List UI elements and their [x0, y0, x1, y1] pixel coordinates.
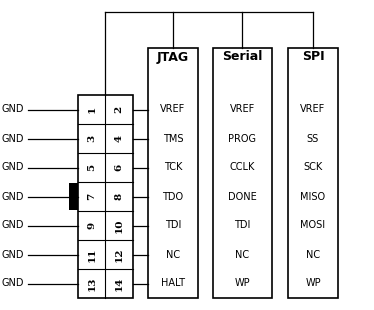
Text: 10: 10	[115, 218, 124, 233]
Bar	[213, 48, 272, 298]
Text: Serial: Serial	[222, 51, 263, 64]
Text: TDI: TDI	[165, 220, 181, 231]
Text: 12: 12	[115, 247, 124, 262]
Bar	[69, 184, 78, 210]
Text: DONE: DONE	[228, 192, 257, 202]
Text: 7: 7	[87, 193, 96, 200]
Text: GND: GND	[1, 162, 24, 172]
Text: SPI: SPI	[302, 51, 324, 64]
Text: 13: 13	[87, 276, 96, 291]
Text: TDO: TDO	[162, 192, 184, 202]
Text: SS: SS	[307, 134, 319, 144]
Text: NC: NC	[306, 250, 320, 259]
Text: JTAG: JTAG	[157, 51, 189, 64]
Text: 6: 6	[115, 164, 124, 171]
Text: GND: GND	[1, 278, 24, 289]
Text: GND: GND	[1, 192, 24, 202]
Text: 8: 8	[115, 193, 124, 200]
Text: GND: GND	[1, 134, 24, 144]
Text: MOSI: MOSI	[300, 220, 325, 231]
Bar	[148, 48, 198, 298]
Bar	[78, 95, 133, 298]
Text: 2: 2	[115, 106, 124, 113]
Text: 11: 11	[87, 247, 96, 262]
Text: TMS: TMS	[163, 134, 183, 144]
Text: HALT: HALT	[161, 278, 185, 289]
Text: GND: GND	[1, 250, 24, 259]
Text: SCK: SCK	[303, 162, 323, 172]
Text: 3: 3	[87, 135, 96, 142]
Text: PROG: PROG	[229, 134, 257, 144]
Text: WP: WP	[235, 278, 250, 289]
Text: 4: 4	[115, 135, 124, 142]
Text: WP: WP	[305, 278, 321, 289]
Text: VREF: VREF	[160, 104, 186, 114]
Text: VREF: VREF	[300, 104, 326, 114]
Text: 14: 14	[115, 276, 124, 291]
Text: NC: NC	[236, 250, 249, 259]
Text: NC: NC	[166, 250, 180, 259]
Text: TCK: TCK	[164, 162, 182, 172]
Bar	[288, 48, 338, 298]
Text: CCLK: CCLK	[230, 162, 255, 172]
Text: MISO: MISO	[300, 192, 325, 202]
Text: 5: 5	[87, 164, 96, 171]
Text: 9: 9	[87, 222, 96, 229]
Text: 1: 1	[87, 106, 96, 113]
Text: VREF: VREF	[230, 104, 255, 114]
Text: TDI: TDI	[234, 220, 251, 231]
Text: GND: GND	[1, 220, 24, 231]
Text: GND: GND	[1, 104, 24, 114]
